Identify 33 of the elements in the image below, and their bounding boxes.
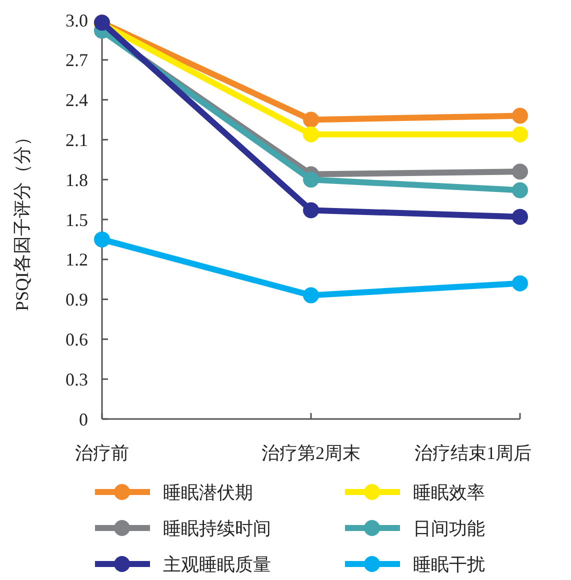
y-tick-label: 0.6 bbox=[66, 330, 88, 350]
y-tick-label: 3.0 bbox=[66, 10, 88, 30]
y-axis-title: PSQI各因子评分（分） bbox=[12, 128, 32, 312]
y-tick-label: 1.2 bbox=[66, 250, 88, 270]
point bbox=[512, 126, 528, 142]
point bbox=[303, 287, 319, 304]
point bbox=[303, 172, 319, 188]
point bbox=[94, 231, 110, 248]
point bbox=[512, 208, 528, 225]
y-tick-label: 0.9 bbox=[66, 290, 88, 310]
point bbox=[512, 108, 528, 124]
legend-label: 主观睡眠质量 bbox=[163, 554, 271, 574]
point bbox=[512, 275, 528, 292]
y-tick-label: 1.5 bbox=[66, 210, 88, 230]
legend-label: 睡眠干扰 bbox=[413, 554, 485, 574]
x-tick-label: 治疗前 bbox=[75, 443, 129, 463]
y-tick-label: 0.3 bbox=[66, 369, 88, 390]
y-tick-label: 2.1 bbox=[66, 130, 88, 150]
legend-label: 日间功能 bbox=[413, 518, 485, 538]
point bbox=[303, 126, 319, 142]
point bbox=[303, 202, 319, 218]
y-tick-label: 2.7 bbox=[66, 50, 88, 70]
point bbox=[512, 182, 528, 198]
legend-label: 睡眠效率 bbox=[413, 482, 485, 502]
x-tick-label: 治疗结束1周后 bbox=[414, 443, 532, 463]
point bbox=[303, 112, 319, 128]
point bbox=[512, 164, 528, 180]
y-tick-label: 1.8 bbox=[66, 170, 88, 190]
y-tick-label: 2.4 bbox=[66, 90, 88, 110]
x-tick-label: 治疗第2周末 bbox=[262, 443, 360, 463]
y-tick-label: 0 bbox=[79, 409, 88, 430]
legend-label: 睡眠潜伏期 bbox=[163, 482, 253, 502]
legend-label: 睡眠持续时间 bbox=[163, 518, 271, 538]
